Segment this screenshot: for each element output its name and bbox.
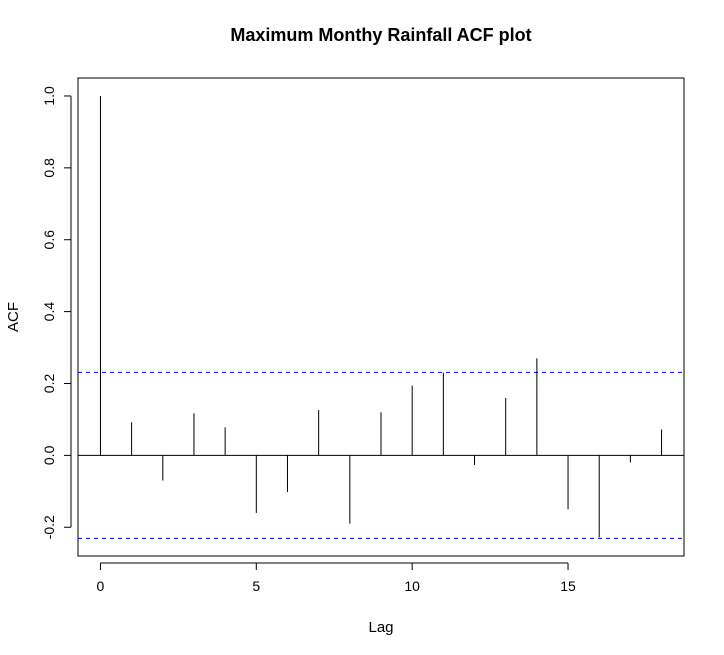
y-tick-label-6: 1.0 bbox=[41, 86, 57, 106]
x-tick-label-0: 0 bbox=[97, 578, 105, 594]
y-tick-label-5: 0.8 bbox=[41, 158, 57, 178]
y-tick-label-1: 0.0 bbox=[41, 445, 57, 465]
y-tick-label-4: 0.6 bbox=[41, 230, 57, 250]
x-tick-label-15: 15 bbox=[560, 578, 576, 594]
plot-frame bbox=[77, 77, 685, 557]
y-axis: -0.2 0.0 0.2 0.4 0.6 0.8 1.0 bbox=[41, 86, 72, 539]
y-tick-label-0: -0.2 bbox=[41, 515, 57, 539]
x-tick-label-5: 5 bbox=[252, 578, 260, 594]
y-tick-label-2: 0.2 bbox=[41, 374, 57, 394]
chart-title: Maximum Monthy Rainfall ACF plot bbox=[230, 25, 531, 45]
y-tick-label-3: 0.4 bbox=[41, 302, 57, 322]
x-axis: 0 5 10 15 bbox=[97, 562, 576, 594]
y-axis-label: ACF bbox=[5, 302, 22, 332]
x-tick-label-10: 10 bbox=[404, 578, 420, 594]
chart-marks bbox=[78, 95, 684, 539]
x-axis-label: Lag bbox=[368, 619, 393, 636]
